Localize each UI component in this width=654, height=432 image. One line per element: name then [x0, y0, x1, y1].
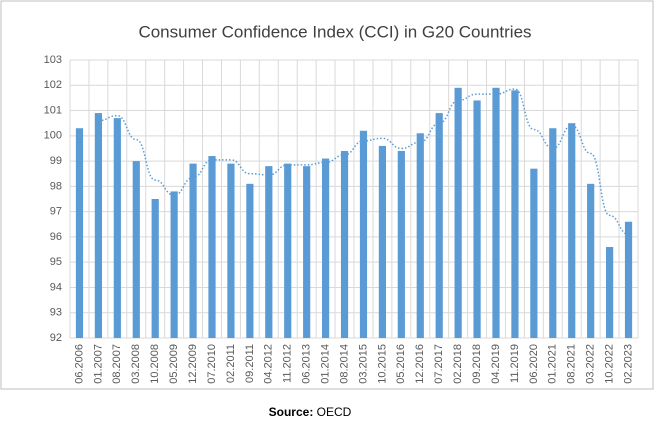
bar — [303, 166, 311, 338]
y-tick-label: 96 — [50, 231, 62, 243]
bar — [473, 100, 481, 338]
x-tick-label: 10.2015 — [376, 344, 388, 384]
y-tick-label: 99 — [50, 155, 62, 167]
bar — [322, 158, 330, 338]
x-tick-label: 02.2011 — [225, 344, 237, 383]
bar — [151, 199, 159, 338]
bar — [170, 191, 178, 338]
source-note: Source: OECD — [269, 405, 352, 419]
bar — [113, 118, 121, 338]
x-tick-label: 09.2011 — [244, 344, 256, 383]
bar — [416, 133, 424, 338]
bar — [359, 130, 368, 338]
bar — [454, 87, 462, 338]
y-tick-label: 98 — [50, 180, 62, 192]
x-tick-label: 03.2022 — [585, 344, 597, 384]
bar — [606, 247, 614, 338]
bar — [208, 156, 216, 338]
x-tick-label: 11.2019 — [509, 344, 521, 383]
bar — [511, 90, 519, 338]
chart-title: Consumer Confidence Index (CCI) in G20 C… — [138, 22, 531, 41]
x-tick-label: 01.2014 — [320, 344, 332, 384]
bar — [265, 166, 273, 338]
bar — [246, 183, 254, 338]
x-tick-label: 02.2018 — [452, 344, 464, 384]
x-tick-label: 07.2017 — [433, 344, 445, 384]
x-tick-label: 10.2008 — [149, 344, 161, 384]
x-tick-label: 08.2014 — [338, 344, 350, 384]
x-tick-label: 03.2015 — [357, 344, 369, 384]
x-tick-label: 10.2022 — [604, 344, 616, 384]
x-tick-label: 02.2023 — [622, 344, 634, 384]
y-tick-label: 93 — [50, 307, 62, 319]
x-tick-label: 12.2009 — [187, 344, 199, 384]
source-label: Source: — [269, 405, 314, 419]
x-tick-label: 07.2010 — [206, 344, 218, 384]
x-tick-label: 12.2016 — [414, 344, 426, 384]
bar — [624, 221, 633, 338]
x-tick-label: 08.2007 — [111, 344, 123, 384]
x-tick-label: 11.2012 — [282, 344, 294, 383]
bar — [492, 87, 500, 338]
trendline — [98, 88, 629, 236]
bar — [530, 168, 538, 338]
y-tick-label: 102 — [44, 79, 62, 91]
y-tick-label: 94 — [50, 281, 62, 293]
x-tick-label: 01.2007 — [92, 344, 104, 384]
bar — [587, 183, 595, 338]
bar — [227, 163, 235, 338]
x-tick-label: 01.2021 — [547, 344, 559, 384]
x-tick-label: 08.2021 — [566, 344, 578, 384]
bar — [189, 163, 197, 338]
bar — [284, 163, 292, 338]
x-tick-label: 04.2012 — [263, 344, 275, 384]
x-tick-label: 05.2016 — [395, 344, 407, 384]
x-tick-label: 04.2019 — [490, 344, 502, 384]
x-tick-label: 03.2008 — [130, 344, 142, 384]
x-tick-label: 06.2006 — [73, 344, 85, 384]
x-tick-label: 05.2009 — [168, 344, 180, 384]
bar — [75, 128, 84, 338]
y-tick-label: 100 — [44, 130, 62, 142]
bar — [568, 123, 576, 338]
bar — [397, 150, 405, 338]
y-tick-label: 92 — [50, 332, 62, 344]
bar — [435, 113, 443, 338]
y-tick-label: 101 — [44, 104, 62, 116]
x-tick-label: 09.2018 — [471, 344, 483, 384]
y-tick-label: 97 — [50, 206, 62, 218]
bar — [340, 150, 349, 338]
x-tick-label: 06.2020 — [528, 344, 540, 384]
bar — [378, 145, 386, 338]
source-value: OECD — [317, 405, 352, 419]
bar — [549, 128, 557, 338]
x-tick-label: 06.2013 — [301, 344, 313, 384]
y-tick-label: 95 — [50, 256, 62, 268]
bar — [94, 113, 102, 338]
y-tick-label: 103 — [44, 54, 62, 66]
bar — [132, 161, 140, 338]
